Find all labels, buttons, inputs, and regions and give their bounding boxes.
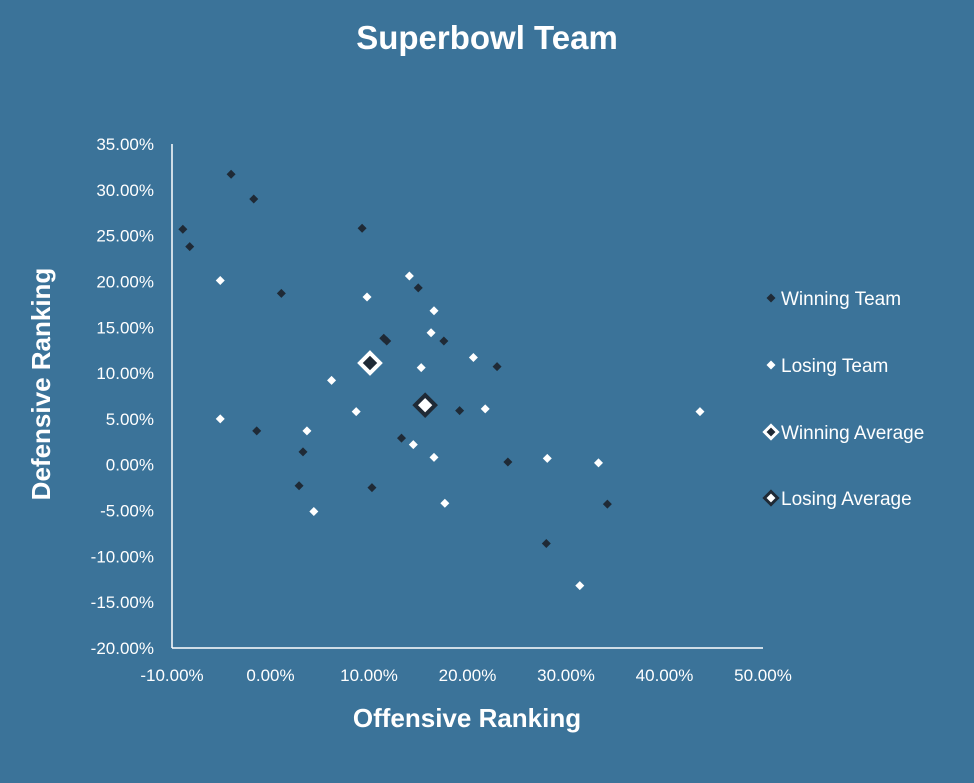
winning-average-legend-label: Winning Average (781, 423, 924, 444)
y-tick-label: 35.00% (96, 135, 154, 154)
winning-team-point (252, 426, 262, 436)
y-tick-label: -10.00% (91, 547, 154, 566)
losing-average-legend-label: Losing Average (781, 489, 912, 510)
winning-team-point (541, 539, 551, 549)
losing-team-point (404, 271, 414, 281)
losing-team-point (542, 453, 552, 463)
losing-team-point (362, 292, 372, 302)
winning-team-point (602, 499, 612, 509)
y-tick-label: 20.00% (96, 272, 154, 291)
losing-team-point (594, 458, 604, 468)
winning-team-point (298, 447, 308, 457)
losing-average-legend-marker (762, 489, 780, 507)
losing-team-point (416, 363, 426, 373)
x-tick-label: -10.00% (140, 666, 203, 685)
winning-team-point (455, 406, 465, 416)
losing-team-point (215, 414, 225, 424)
winning-team-point (503, 457, 513, 467)
y-tick-label: -5.00% (100, 502, 154, 521)
y-tick-label: -20.00% (91, 639, 154, 658)
y-axis-title: Defensive Ranking (26, 268, 56, 501)
y-tick-label: 5.00% (106, 410, 154, 429)
winning-team-legend-marker (766, 293, 776, 303)
x-tick-label: 50.00% (734, 666, 792, 685)
winning-team-point (185, 242, 195, 252)
losing-team-legend-label: Losing Team (781, 356, 888, 377)
winning-team-legend-label: Winning Team (781, 289, 901, 310)
winning-team-point (439, 336, 449, 346)
x-tick-label: 30.00% (537, 666, 595, 685)
chart-title: Superbowl Team (356, 19, 618, 56)
losing-team-point (480, 404, 490, 414)
winning-team-point (382, 336, 392, 346)
winning-team-point (178, 224, 188, 234)
winning-team-point (294, 481, 304, 491)
x-tick-label: 10.00% (340, 666, 398, 685)
winning-team-point (492, 362, 502, 372)
x-axis-title: Offensive Ranking (353, 703, 581, 733)
winning-team-point (367, 483, 377, 493)
winning-team-point (397, 433, 407, 443)
losing-team-point (429, 452, 439, 462)
winning-team-point (413, 283, 423, 293)
data-points (178, 169, 705, 591)
y-tick-label: 30.00% (96, 181, 154, 200)
losing-average-point (412, 392, 438, 418)
losing-team-point (408, 440, 418, 450)
winning-team-point (249, 194, 259, 204)
y-tick-label: 15.00% (96, 318, 154, 337)
losing-team-point (327, 375, 337, 385)
winning-average-point (357, 350, 383, 376)
losing-team-point (695, 407, 705, 417)
losing-team-point (575, 581, 585, 591)
losing-team-point (429, 306, 439, 316)
winning-average-legend-marker (762, 423, 780, 441)
losing-team-point (309, 506, 319, 516)
x-tick-label: 20.00% (439, 666, 497, 685)
y-tick-label: -15.00% (91, 593, 154, 612)
y-tick-label: 0.00% (106, 456, 154, 475)
losing-team-point (215, 276, 225, 286)
losing-team-legend-marker (766, 360, 776, 370)
losing-team-point (440, 498, 450, 508)
losing-team-point (302, 426, 312, 436)
winning-team-point (276, 288, 286, 298)
legend: Winning Team Losing Team Winning Average Lo… (762, 289, 924, 510)
winning-team-point (357, 223, 367, 233)
losing-team-point (351, 407, 361, 417)
x-tick-label: 40.00% (636, 666, 694, 685)
losing-team-point (468, 353, 478, 363)
y-tick-label: 10.00% (96, 364, 154, 383)
winning-team-point (226, 169, 236, 179)
y-tick-label: 25.00% (96, 227, 154, 246)
x-tick-label: 0.00% (246, 666, 294, 685)
losing-team-point (426, 328, 436, 338)
axes: -20.00% -15.00% -10.00% -5.00% 0.00% 5.00% 10.… (91, 135, 792, 685)
